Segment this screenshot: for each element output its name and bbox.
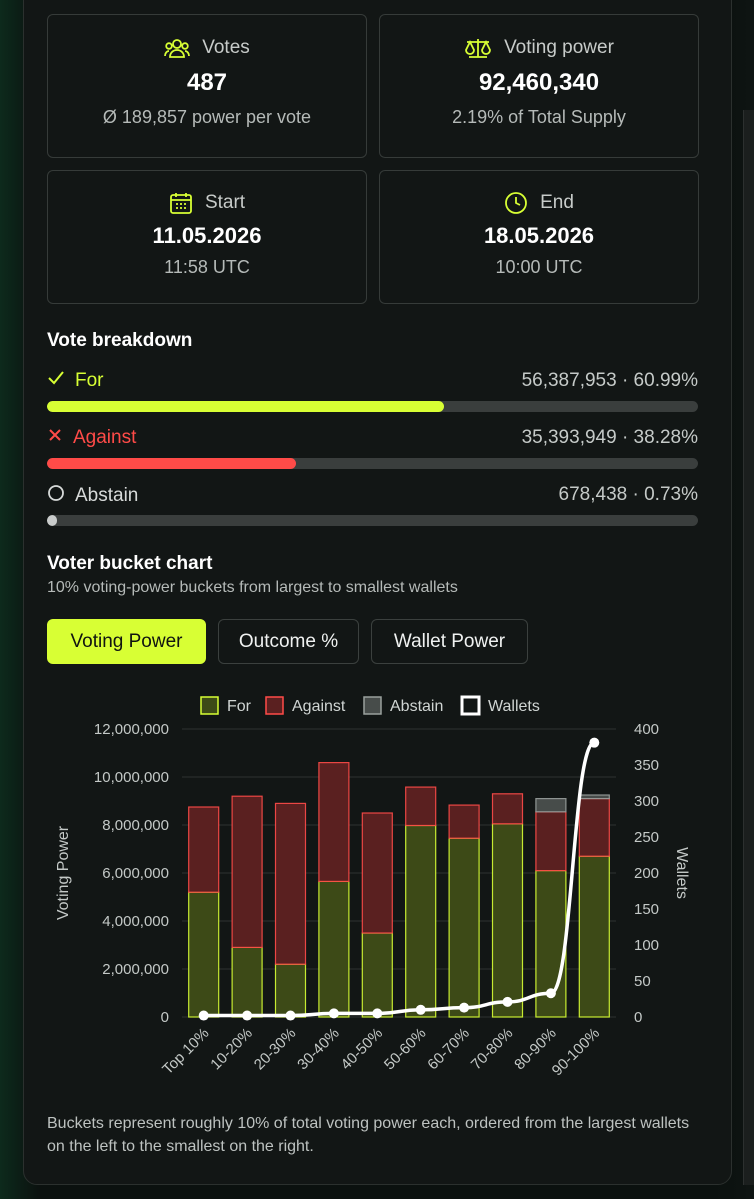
for-label: For [75, 370, 104, 391]
against-progress-bar [47, 458, 698, 469]
for-value: 56,387,953 · 60.99% [521, 370, 698, 391]
tab-wallet-power[interactable]: Wallet Power [371, 619, 528, 664]
against-row: Against 35,393,949 · 38.28% [47, 427, 698, 449]
against-value: 35,393,949 · 38.28% [521, 427, 698, 448]
end-card: End 18.05.2026 10:00 UTC [379, 170, 699, 304]
chart-footnote: Buckets represent roughly 10% of total v… [47, 1115, 690, 1155]
for-row: For 56,387,953 · 60.99% [47, 370, 698, 392]
clock-icon [504, 191, 528, 215]
votes-sub: Ø 189,857 power per vote [102, 107, 312, 127]
voting-power-card: Voting power 92,460,340 2.19% of Total S… [379, 14, 699, 158]
x-icon [47, 427, 63, 449]
scale-icon [464, 37, 492, 59]
votes-value: 487 [186, 69, 228, 96]
abstain-progress-fill [47, 515, 58, 526]
tab-voting-power[interactable]: Voting Power [47, 619, 206, 664]
users-icon [164, 37, 191, 59]
for-progress-fill [47, 401, 445, 412]
against-label: Against [73, 427, 137, 448]
abstain-value: 678,438 · 0.73% [558, 484, 698, 505]
start-card: Start 11.05.2026 11:58 UTC [47, 170, 367, 304]
end-date: 18.05.2026 [483, 223, 595, 248]
votes-label: Votes [202, 37, 250, 58]
votes-card: Votes 487 Ø 189,857 power per vote [47, 14, 367, 158]
calendar-icon [169, 191, 193, 215]
start-time: 11:58 UTC [164, 257, 250, 277]
circle-icon [47, 484, 65, 508]
check-icon [47, 370, 65, 392]
abstain-label: Abstain [75, 485, 139, 506]
start-label: Start [204, 192, 246, 213]
scrollbar[interactable] [743, 110, 754, 1185]
end-label: End [540, 192, 574, 213]
vote-breakdown-title: Vote breakdown [47, 330, 193, 351]
voting-power-label: Voting power [504, 37, 614, 58]
abstain-row: Abstain 678,438 · 0.73% [47, 484, 698, 508]
voting-power-value: 92,460,340 [478, 69, 600, 96]
abstain-progress-bar [47, 515, 698, 526]
voting-power-sub: 2.19% of Total Supply [452, 107, 626, 127]
end-time: 10:00 UTC [495, 257, 583, 277]
against-progress-fill [47, 458, 297, 469]
tab-outcome-percent[interactable]: Outcome % [218, 619, 359, 664]
for-progress-bar [47, 401, 698, 412]
bucket-chart-subtitle: 10% voting-power buckets from largest to… [47, 579, 458, 596]
start-date: 11.05.2026 [152, 223, 262, 248]
bucket-chart-title: Voter bucket chart [47, 553, 213, 574]
